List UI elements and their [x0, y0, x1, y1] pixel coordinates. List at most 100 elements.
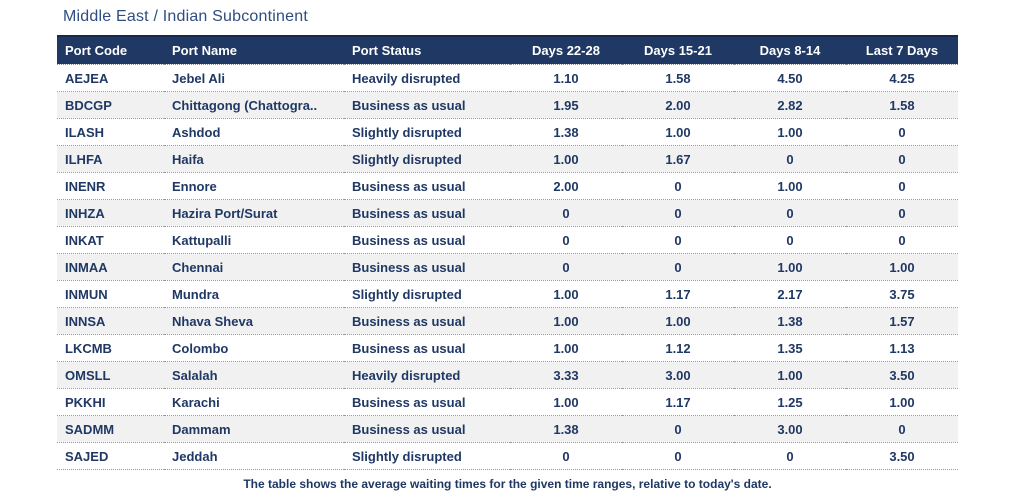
port-status-cell: Slightly disrupted	[344, 280, 510, 308]
port-status-cell: Slightly disrupted	[344, 118, 510, 146]
port-code-cell: SAJED	[57, 442, 164, 470]
column-header-days-15-21: Days 15-21	[622, 35, 734, 65]
port-status-cell: Business as usual	[344, 253, 510, 281]
port-code-cell: LKCMB	[57, 334, 164, 362]
table-row: ILASH Ashdod Slightly disrupted 1.38 1.00 1.0…	[57, 118, 958, 146]
port-status-cell: Business as usual	[344, 334, 510, 362]
port-status-cell: Business as usual	[344, 199, 510, 227]
last-7-days-cell: 1.00	[846, 253, 958, 281]
column-header-port-code: Port Code	[57, 35, 164, 65]
last-7-days-cell: 1.13	[846, 334, 958, 362]
port-code-cell: OMSLL	[57, 361, 164, 389]
days-8-14-cell: 0	[734, 199, 846, 227]
port-name-cell: Karachi	[164, 388, 344, 416]
table-row: ILHFA Haifa Slightly disrupted 1.00 1.67 0 0	[57, 145, 958, 173]
table-row: INHZA Hazira Port/Surat Business as usual 0…	[57, 199, 958, 227]
days-15-21-cell: 0	[622, 253, 734, 281]
table-row: SADMM Dammam Business as usual 1.38 0 3.00 0	[57, 415, 958, 443]
last-7-days-cell: 0	[846, 118, 958, 146]
days-15-21-cell: 0	[622, 442, 734, 470]
port-status-cell: Business as usual	[344, 91, 510, 119]
port-name-cell: Ashdod	[164, 118, 344, 146]
port-name-cell: Jeddah	[164, 442, 344, 470]
column-header-days-22-28: Days 22-28	[510, 35, 622, 65]
port-name-cell: Ennore	[164, 172, 344, 200]
table-row: INMAA Chennai Business as usual 0 0 1.00 1.00	[57, 253, 958, 281]
days-22-28-cell: 0	[510, 442, 622, 470]
table-row: INNSA Nhava Sheva Business as usual 1.00 1.0…	[57, 307, 958, 335]
column-header-days-8-14: Days 8-14	[734, 35, 846, 65]
port-code-cell: INKAT	[57, 226, 164, 254]
table-body: AEJEA Jebel Ali Heavily disrupted 1.10 1.58 4…	[57, 64, 958, 470]
port-code-cell: AEJEA	[57, 64, 164, 92]
days-22-28-cell: 1.38	[510, 118, 622, 146]
port-name-cell: Haifa	[164, 145, 344, 173]
days-22-28-cell: 0	[510, 199, 622, 227]
port-code-cell: INMUN	[57, 280, 164, 308]
days-22-28-cell: 3.33	[510, 361, 622, 389]
port-status-cell: Business as usual	[344, 307, 510, 335]
days-8-14-cell: 1.00	[734, 253, 846, 281]
page-title: Middle East / Indian Subcontinent	[63, 8, 308, 25]
port-status-cell: Heavily disrupted	[344, 361, 510, 389]
port-status-cell: Business as usual	[344, 388, 510, 416]
port-name-cell: Nhava Sheva	[164, 307, 344, 335]
days-8-14-cell: 1.00	[734, 361, 846, 389]
port-code-cell: INNSA	[57, 307, 164, 335]
days-15-21-cell: 0	[622, 415, 734, 443]
port-status-cell: Slightly disrupted	[344, 442, 510, 470]
last-7-days-cell: 1.57	[846, 307, 958, 335]
table-row: OMSLL Salalah Heavily disrupted 3.33 3.00 1.0…	[57, 361, 958, 389]
days-15-21-cell: 1.58	[622, 64, 734, 92]
days-8-14-cell: 2.17	[734, 280, 846, 308]
days-22-28-cell: 1.95	[510, 91, 622, 119]
port-status-cell: Slightly disrupted	[344, 145, 510, 173]
table-row: INMUN Mundra Slightly disrupted 1.00 1.17 2.1…	[57, 280, 958, 308]
days-15-21-cell: 0	[622, 199, 734, 227]
table-header: Port Code Port Name Port Status Days 22-28 D…	[57, 35, 958, 65]
days-22-28-cell: 1.10	[510, 64, 622, 92]
port-name-cell: Chittagong (Chattogra..	[164, 91, 344, 119]
port-status-cell: Heavily disrupted	[344, 64, 510, 92]
port-name-cell: Colombo	[164, 334, 344, 362]
column-header-port-name: Port Name	[164, 35, 344, 65]
last-7-days-cell: 4.25	[846, 64, 958, 92]
table-row: LKCMB Colombo Business as usual 1.00 1.12 1.3…	[57, 334, 958, 362]
table-header-row: Port Code Port Name Port Status Days 22-28 D…	[57, 35, 958, 65]
port-code-cell: ILHFA	[57, 145, 164, 173]
days-15-21-cell: 1.00	[622, 307, 734, 335]
days-8-14-cell: 0	[734, 145, 846, 173]
port-name-cell: Mundra	[164, 280, 344, 308]
last-7-days-cell: 0	[846, 172, 958, 200]
last-7-days-cell: 3.50	[846, 442, 958, 470]
days-15-21-cell: 2.00	[622, 91, 734, 119]
last-7-days-cell: 1.00	[846, 388, 958, 416]
days-8-14-cell: 1.35	[734, 334, 846, 362]
days-15-21-cell: 0	[622, 226, 734, 254]
column-header-last-7-days: Last 7 Days	[846, 35, 958, 65]
days-8-14-cell: 1.38	[734, 307, 846, 335]
table-row: SAJED Jeddah Slightly disrupted 0 0 0 3.50	[57, 442, 958, 470]
last-7-days-cell: 0	[846, 226, 958, 254]
port-name-cell: Chennai	[164, 253, 344, 281]
days-22-28-cell: 1.00	[510, 280, 622, 308]
port-code-cell: INMAA	[57, 253, 164, 281]
days-15-21-cell: 1.17	[622, 388, 734, 416]
last-7-days-cell: 3.75	[846, 280, 958, 308]
last-7-days-cell: 0	[846, 145, 958, 173]
last-7-days-cell: 3.50	[846, 361, 958, 389]
table-row: AEJEA Jebel Ali Heavily disrupted 1.10 1.58 4…	[57, 64, 958, 92]
port-name-cell: Kattupalli	[164, 226, 344, 254]
port-code-cell: PKKHI	[57, 388, 164, 416]
days-8-14-cell: 1.25	[734, 388, 846, 416]
column-header-port-status: Port Status	[344, 35, 510, 65]
port-code-cell: INENR	[57, 172, 164, 200]
days-22-28-cell: 1.00	[510, 334, 622, 362]
table-row: INENR Ennore Business as usual 2.00 0 1.00 0	[57, 172, 958, 200]
days-22-28-cell: 2.00	[510, 172, 622, 200]
table-caption: The table shows the average waiting time…	[243, 477, 772, 491]
days-8-14-cell: 2.82	[734, 91, 846, 119]
port-code-cell: SADMM	[57, 415, 164, 443]
days-15-21-cell: 1.67	[622, 145, 734, 173]
port-code-cell: INHZA	[57, 199, 164, 227]
